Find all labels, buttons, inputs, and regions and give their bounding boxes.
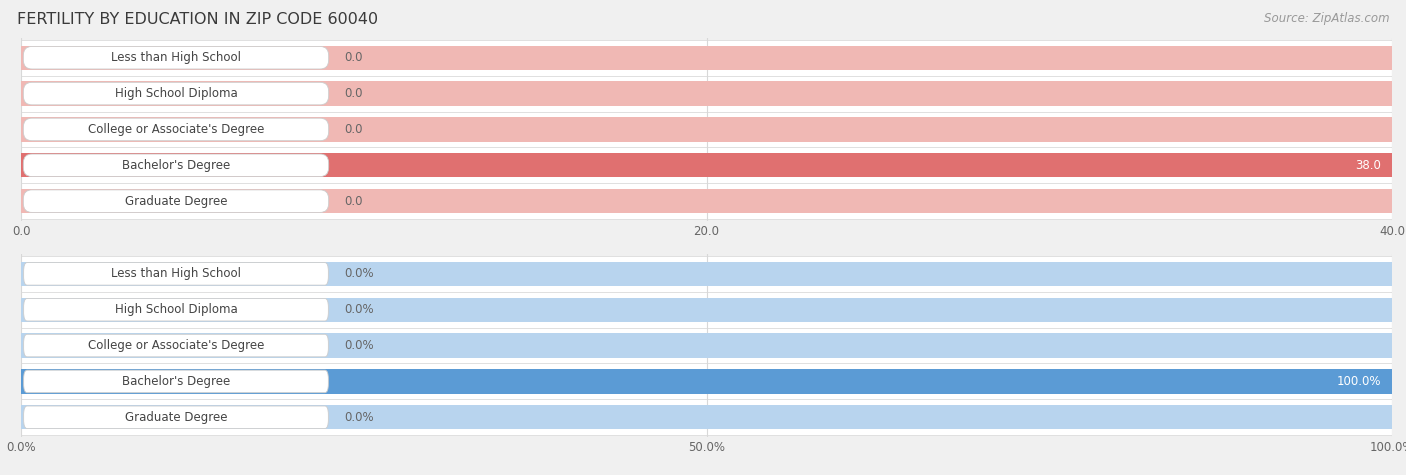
FancyBboxPatch shape	[24, 298, 329, 321]
Bar	[21, 333, 1392, 358]
Bar	[21, 369, 1392, 394]
Bar	[21, 147, 1392, 183]
Bar	[21, 256, 1392, 292]
FancyBboxPatch shape	[24, 334, 329, 357]
Bar	[21, 153, 1392, 178]
Text: 0.0%: 0.0%	[344, 339, 374, 352]
Bar	[21, 40, 1392, 76]
Text: Graduate Degree: Graduate Degree	[125, 195, 228, 208]
Bar	[21, 369, 1392, 394]
Bar	[21, 46, 1392, 70]
FancyBboxPatch shape	[24, 406, 329, 428]
Text: Less than High School: Less than High School	[111, 267, 240, 280]
Text: 0.0: 0.0	[344, 87, 363, 100]
FancyBboxPatch shape	[24, 370, 329, 393]
Text: 38.0: 38.0	[1355, 159, 1381, 172]
Bar	[21, 363, 1392, 399]
Bar	[21, 112, 1392, 147]
FancyBboxPatch shape	[24, 154, 329, 177]
Bar	[21, 405, 1392, 429]
Text: College or Associate's Degree: College or Associate's Degree	[87, 339, 264, 352]
Bar	[21, 297, 1392, 322]
Text: 100.0%: 100.0%	[1337, 375, 1381, 388]
Text: Graduate Degree: Graduate Degree	[125, 411, 228, 424]
Text: Bachelor's Degree: Bachelor's Degree	[122, 159, 231, 172]
Text: FERTILITY BY EDUCATION IN ZIP CODE 60040: FERTILITY BY EDUCATION IN ZIP CODE 60040	[17, 12, 378, 27]
Text: 0.0: 0.0	[344, 51, 363, 64]
Bar	[21, 76, 1392, 112]
FancyBboxPatch shape	[24, 190, 329, 212]
FancyBboxPatch shape	[24, 47, 329, 69]
FancyBboxPatch shape	[24, 263, 329, 285]
Text: 0.0%: 0.0%	[344, 303, 374, 316]
Text: 0.0%: 0.0%	[344, 267, 374, 280]
Text: College or Associate's Degree: College or Associate's Degree	[87, 123, 264, 136]
FancyBboxPatch shape	[24, 118, 329, 141]
Text: 0.0: 0.0	[344, 195, 363, 208]
Bar	[21, 262, 1392, 286]
Bar	[21, 292, 1392, 328]
Text: High School Diploma: High School Diploma	[115, 303, 238, 316]
Bar	[21, 399, 1392, 435]
Bar	[21, 189, 1392, 213]
Text: Bachelor's Degree: Bachelor's Degree	[122, 375, 231, 388]
Bar	[21, 117, 1392, 142]
Text: 0.0%: 0.0%	[344, 411, 374, 424]
Bar	[21, 81, 1392, 106]
Text: High School Diploma: High School Diploma	[115, 87, 238, 100]
Text: Source: ZipAtlas.com: Source: ZipAtlas.com	[1264, 12, 1389, 25]
FancyBboxPatch shape	[24, 82, 329, 105]
Text: Less than High School: Less than High School	[111, 51, 240, 64]
Bar	[21, 153, 1392, 178]
Bar	[21, 183, 1392, 219]
Text: 0.0: 0.0	[344, 123, 363, 136]
Bar	[21, 328, 1392, 363]
